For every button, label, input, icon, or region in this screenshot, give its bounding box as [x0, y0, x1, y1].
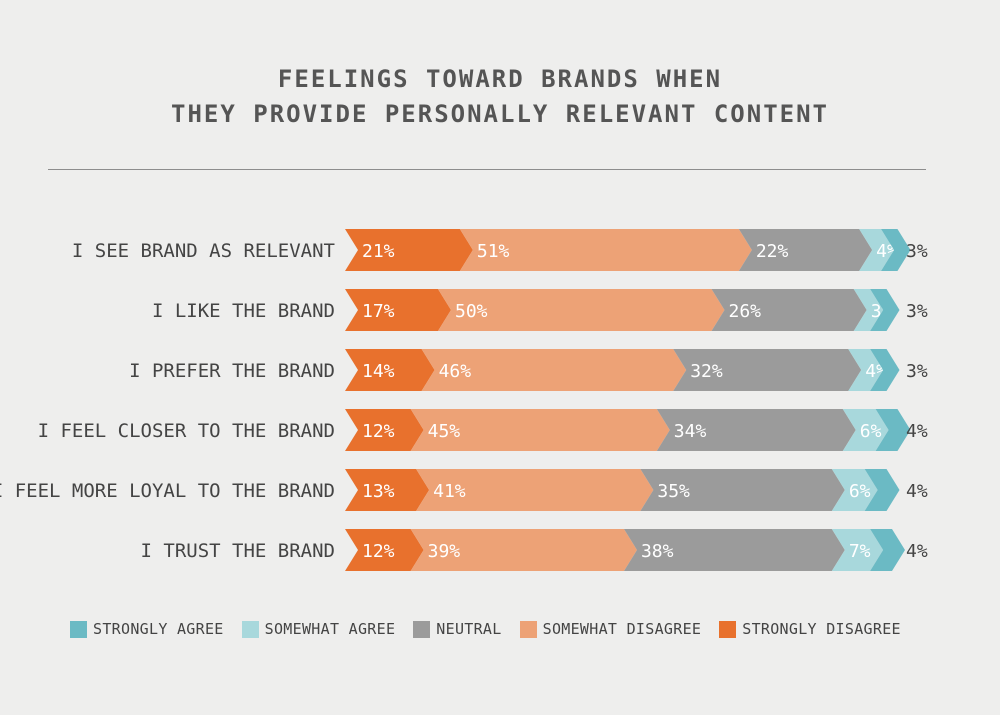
- bar-segment: [870, 289, 900, 331]
- category-label: I TRUST THE BRAND: [141, 540, 335, 562]
- data-label: 21%: [362, 241, 395, 262]
- bar-segment: [831, 529, 884, 571]
- data-label: 35%: [657, 481, 690, 502]
- data-label: 50%: [455, 301, 488, 322]
- data-label: 3%: [906, 301, 928, 322]
- legend-swatch: [719, 620, 737, 638]
- legend-item: SOMEWHAT AGREE: [241, 620, 396, 638]
- data-label: 38%: [641, 541, 674, 562]
- data-label: 6%: [849, 481, 871, 502]
- legend-item: STRONGLY AGREE: [70, 620, 224, 638]
- bar-segment: [870, 349, 900, 391]
- data-label: 3%: [906, 241, 928, 262]
- data-label: 32%: [690, 361, 723, 382]
- data-label: 12%: [362, 541, 395, 562]
- bar-segment: [842, 409, 889, 451]
- data-label: 4%: [906, 541, 928, 562]
- bar-segment: [656, 409, 856, 451]
- category-label: I LIKE THE BRAND: [152, 300, 335, 322]
- data-label: 17%: [362, 301, 395, 322]
- data-label: 12%: [362, 421, 395, 442]
- data-label: 34%: [674, 421, 707, 442]
- legend-label: SOMEWHAT AGREE: [264, 620, 396, 638]
- bar-segment: [416, 469, 654, 511]
- bar-segment: [410, 529, 637, 571]
- bar-segment: [410, 409, 670, 451]
- bar-segment: [345, 349, 435, 391]
- title-divider: [48, 169, 926, 170]
- legend-label: STRONGLY DISAGREE: [742, 620, 901, 638]
- bar-segment: [421, 349, 687, 391]
- category-label: I SEE BRAND AS RELEVANT: [72, 240, 335, 262]
- chart-title-line-2: THEY PROVIDE PERSONALLY RELEVANT CONTENT: [171, 100, 829, 128]
- legend-label: NEUTRAL: [436, 620, 502, 638]
- legend-swatch: [413, 620, 431, 638]
- category-label: I FEEL CLOSER TO THE BRAND: [38, 420, 335, 442]
- bar-segment: [864, 469, 900, 511]
- data-label: 4%: [906, 421, 928, 442]
- bar-segment: [345, 469, 430, 511]
- bar-segment: [437, 289, 725, 331]
- bar-segment: [673, 349, 862, 391]
- category-label: I PREFER THE BRAND: [129, 360, 335, 382]
- category-label: I FEEL MORE LOYAL TO THE BRAND: [0, 480, 335, 502]
- bar-segment: [640, 469, 845, 511]
- bar-segment: [853, 289, 884, 331]
- bar-segment: [738, 229, 873, 271]
- legend-item: NEUTRAL: [413, 620, 501, 638]
- data-label: 14%: [362, 361, 395, 382]
- legend-swatch: [519, 620, 537, 638]
- data-label: 41%: [433, 481, 466, 502]
- chart-title: FEELINGS TOWARD BRANDS WHEN THEY PROVIDE…: [0, 62, 1000, 132]
- bar-segment: [345, 409, 424, 451]
- bar-segment: [345, 529, 424, 571]
- legend-swatch: [70, 620, 87, 638]
- bar-segment: [848, 349, 884, 391]
- data-label: 7%: [849, 541, 871, 562]
- bar-segment: [881, 229, 911, 271]
- data-label: 45%: [428, 421, 461, 442]
- data-label: 39%: [428, 541, 461, 562]
- bar-segment: [859, 229, 895, 271]
- bar-segment: [345, 289, 451, 331]
- legend-item: STRONGLY DISAGREE: [719, 620, 901, 638]
- data-label: 13%: [362, 481, 395, 502]
- bar-segment: [831, 469, 878, 511]
- data-label: 46%: [439, 361, 472, 382]
- data-label: 51%: [477, 241, 510, 262]
- legend-label: STRONGLY AGREE: [93, 620, 224, 638]
- data-label: 4%: [906, 481, 928, 502]
- bar-segment: [345, 229, 473, 271]
- bar-segment: [459, 229, 752, 271]
- bar-segment: [623, 529, 845, 571]
- legend-label: SOMEWHAT DISAGREE: [542, 620, 702, 638]
- data-label: 26%: [728, 301, 761, 322]
- legend-swatch: [241, 620, 259, 638]
- chart-legend: STRONGLY AGREE SOMEWHAT AGREE NEUTRAL SOMEW…: [70, 620, 901, 638]
- bar-segment: [875, 409, 911, 451]
- legend-item: SOMEWHAT DISAGREE: [519, 620, 702, 638]
- data-label: 6%: [860, 421, 882, 442]
- data-label: 3%: [906, 361, 928, 382]
- data-label: 22%: [756, 241, 789, 262]
- bar-segment: [870, 529, 905, 571]
- chart-title-line-1: FEELINGS TOWARD BRANDS WHEN: [277, 65, 723, 93]
- bar-segment: [711, 289, 867, 331]
